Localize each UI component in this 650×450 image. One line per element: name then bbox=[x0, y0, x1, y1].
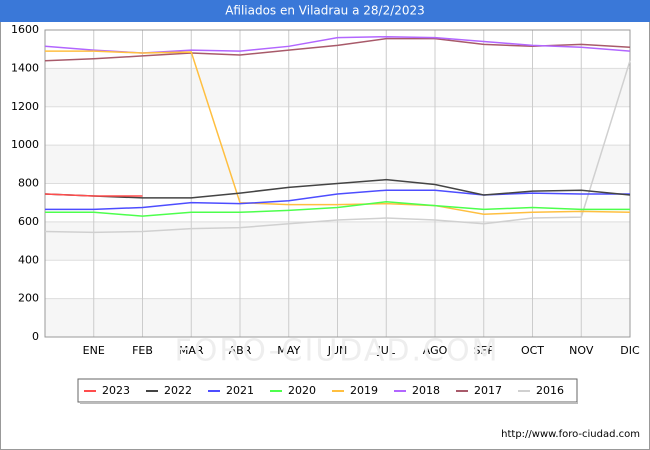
y-tick-label: 400 bbox=[18, 253, 39, 266]
y-tick-label: 0 bbox=[32, 330, 39, 343]
footer: http://www.foro-ciudad.com bbox=[501, 429, 640, 440]
x-tick-label: JUN bbox=[327, 344, 348, 357]
watermark: FORO-CIUDAD.COM bbox=[175, 334, 500, 369]
x-tick-label: NOV bbox=[569, 344, 594, 357]
chart-title: Afiliados en Viladrau a 28/2/2023 bbox=[225, 4, 425, 18]
series-line bbox=[44, 193, 143, 197]
plot-border bbox=[44, 29, 631, 338]
x-tick-label: AGO bbox=[423, 344, 448, 357]
y-tick-label: 200 bbox=[18, 292, 39, 305]
legend-label: 2017 bbox=[474, 384, 502, 397]
legend-label: 2022 bbox=[164, 384, 192, 397]
x-tick-label: OCT bbox=[521, 344, 544, 357]
plot: 0 200 400 600 800 1000 1200 1400 1600 ENE FEB MAR AB… bbox=[11, 23, 640, 357]
y-tick-label: 1400 bbox=[11, 61, 39, 74]
y-tick-label: 1200 bbox=[11, 100, 39, 113]
y-tick-label: 1000 bbox=[11, 138, 39, 151]
x-tick-label: ABR bbox=[229, 344, 252, 357]
legend-label: 2023 bbox=[102, 384, 130, 397]
series-line bbox=[45, 50, 631, 215]
y-tick-label: 1600 bbox=[11, 23, 39, 36]
y-tick-label: 600 bbox=[18, 215, 39, 228]
series-line bbox=[45, 189, 630, 211]
x-tick-label: ENE bbox=[83, 344, 105, 357]
x-tick-label: DIC bbox=[620, 344, 640, 357]
legend-label: 2018 bbox=[412, 384, 440, 397]
legend-label: 2021 bbox=[226, 384, 254, 397]
title-bar bbox=[0, 0, 650, 22]
x-tick-label: SEP bbox=[473, 344, 494, 357]
legend-label: 2019 bbox=[350, 384, 378, 397]
x-tick-label: JUL bbox=[377, 344, 396, 357]
y-tick-label: 800 bbox=[18, 177, 39, 190]
x-tick-label: FEB bbox=[132, 344, 153, 357]
series-line bbox=[44, 60, 631, 234]
legend-label: 2016 bbox=[536, 384, 564, 397]
legend: 2023 2022 2021 2020 2019 2018 2017 2016 bbox=[77, 378, 578, 404]
legend-label: 2020 bbox=[288, 384, 316, 397]
x-tick-label: MAR bbox=[179, 344, 204, 357]
series-line bbox=[44, 37, 631, 62]
series-line bbox=[45, 200, 630, 217]
series-line bbox=[44, 178, 631, 199]
x-tick-label: MAY bbox=[277, 344, 300, 357]
